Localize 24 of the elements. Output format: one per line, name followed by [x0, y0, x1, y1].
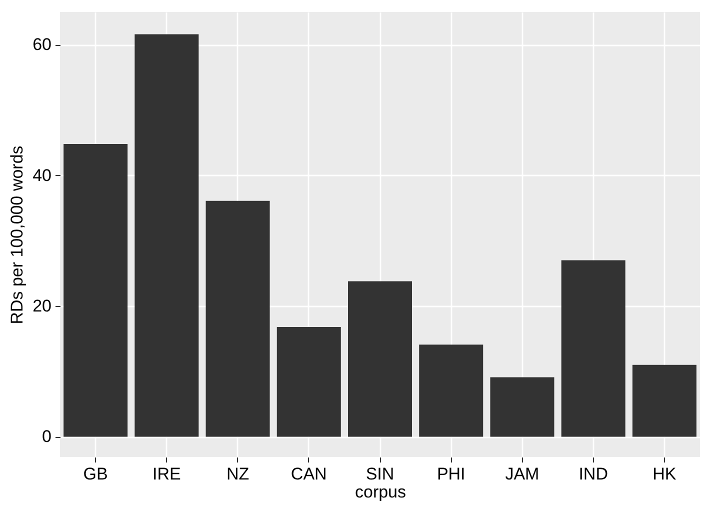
bar [632, 364, 696, 437]
x-tick-label: IRE [152, 464, 181, 484]
x-tick-label: GB [83, 464, 108, 484]
bar [276, 326, 341, 437]
y-tick-label: 60 [32, 35, 52, 54]
x-tick-label: SIN [366, 464, 394, 484]
bar [419, 344, 484, 437]
x-tick-label: HK [652, 464, 677, 484]
x-tick-label: CAN [290, 464, 327, 484]
y-tick-label: 20 [32, 296, 52, 316]
x-axis-title: corpus [354, 482, 406, 502]
x-tick-label: PHI [436, 464, 466, 484]
bar [348, 281, 412, 437]
x-tick-label: IND [578, 464, 608, 484]
bar [206, 200, 270, 437]
y-axis-title: RDs per 100,000 words [8, 146, 27, 324]
y-tick-label: 40 [32, 166, 52, 185]
bar [561, 260, 626, 437]
bar [64, 144, 128, 437]
y-tick-label: 0 [42, 427, 52, 446]
bar [490, 377, 554, 437]
bar [134, 34, 199, 437]
x-tick-label: NZ [226, 464, 250, 484]
x-tick-label: JAM [505, 464, 540, 484]
